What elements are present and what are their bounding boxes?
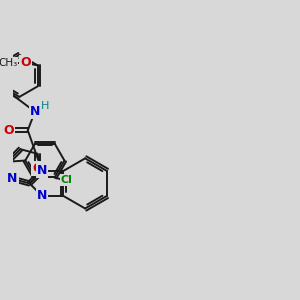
Text: N: N — [7, 172, 18, 185]
Text: N: N — [37, 164, 47, 177]
Text: N: N — [37, 190, 47, 202]
Text: CH₃: CH₃ — [0, 58, 17, 68]
Text: O: O — [20, 56, 31, 70]
Text: O: O — [3, 124, 13, 137]
Text: H: H — [41, 101, 49, 111]
Text: O: O — [32, 162, 43, 175]
Text: N: N — [30, 105, 40, 118]
Text: Cl: Cl — [61, 175, 73, 185]
